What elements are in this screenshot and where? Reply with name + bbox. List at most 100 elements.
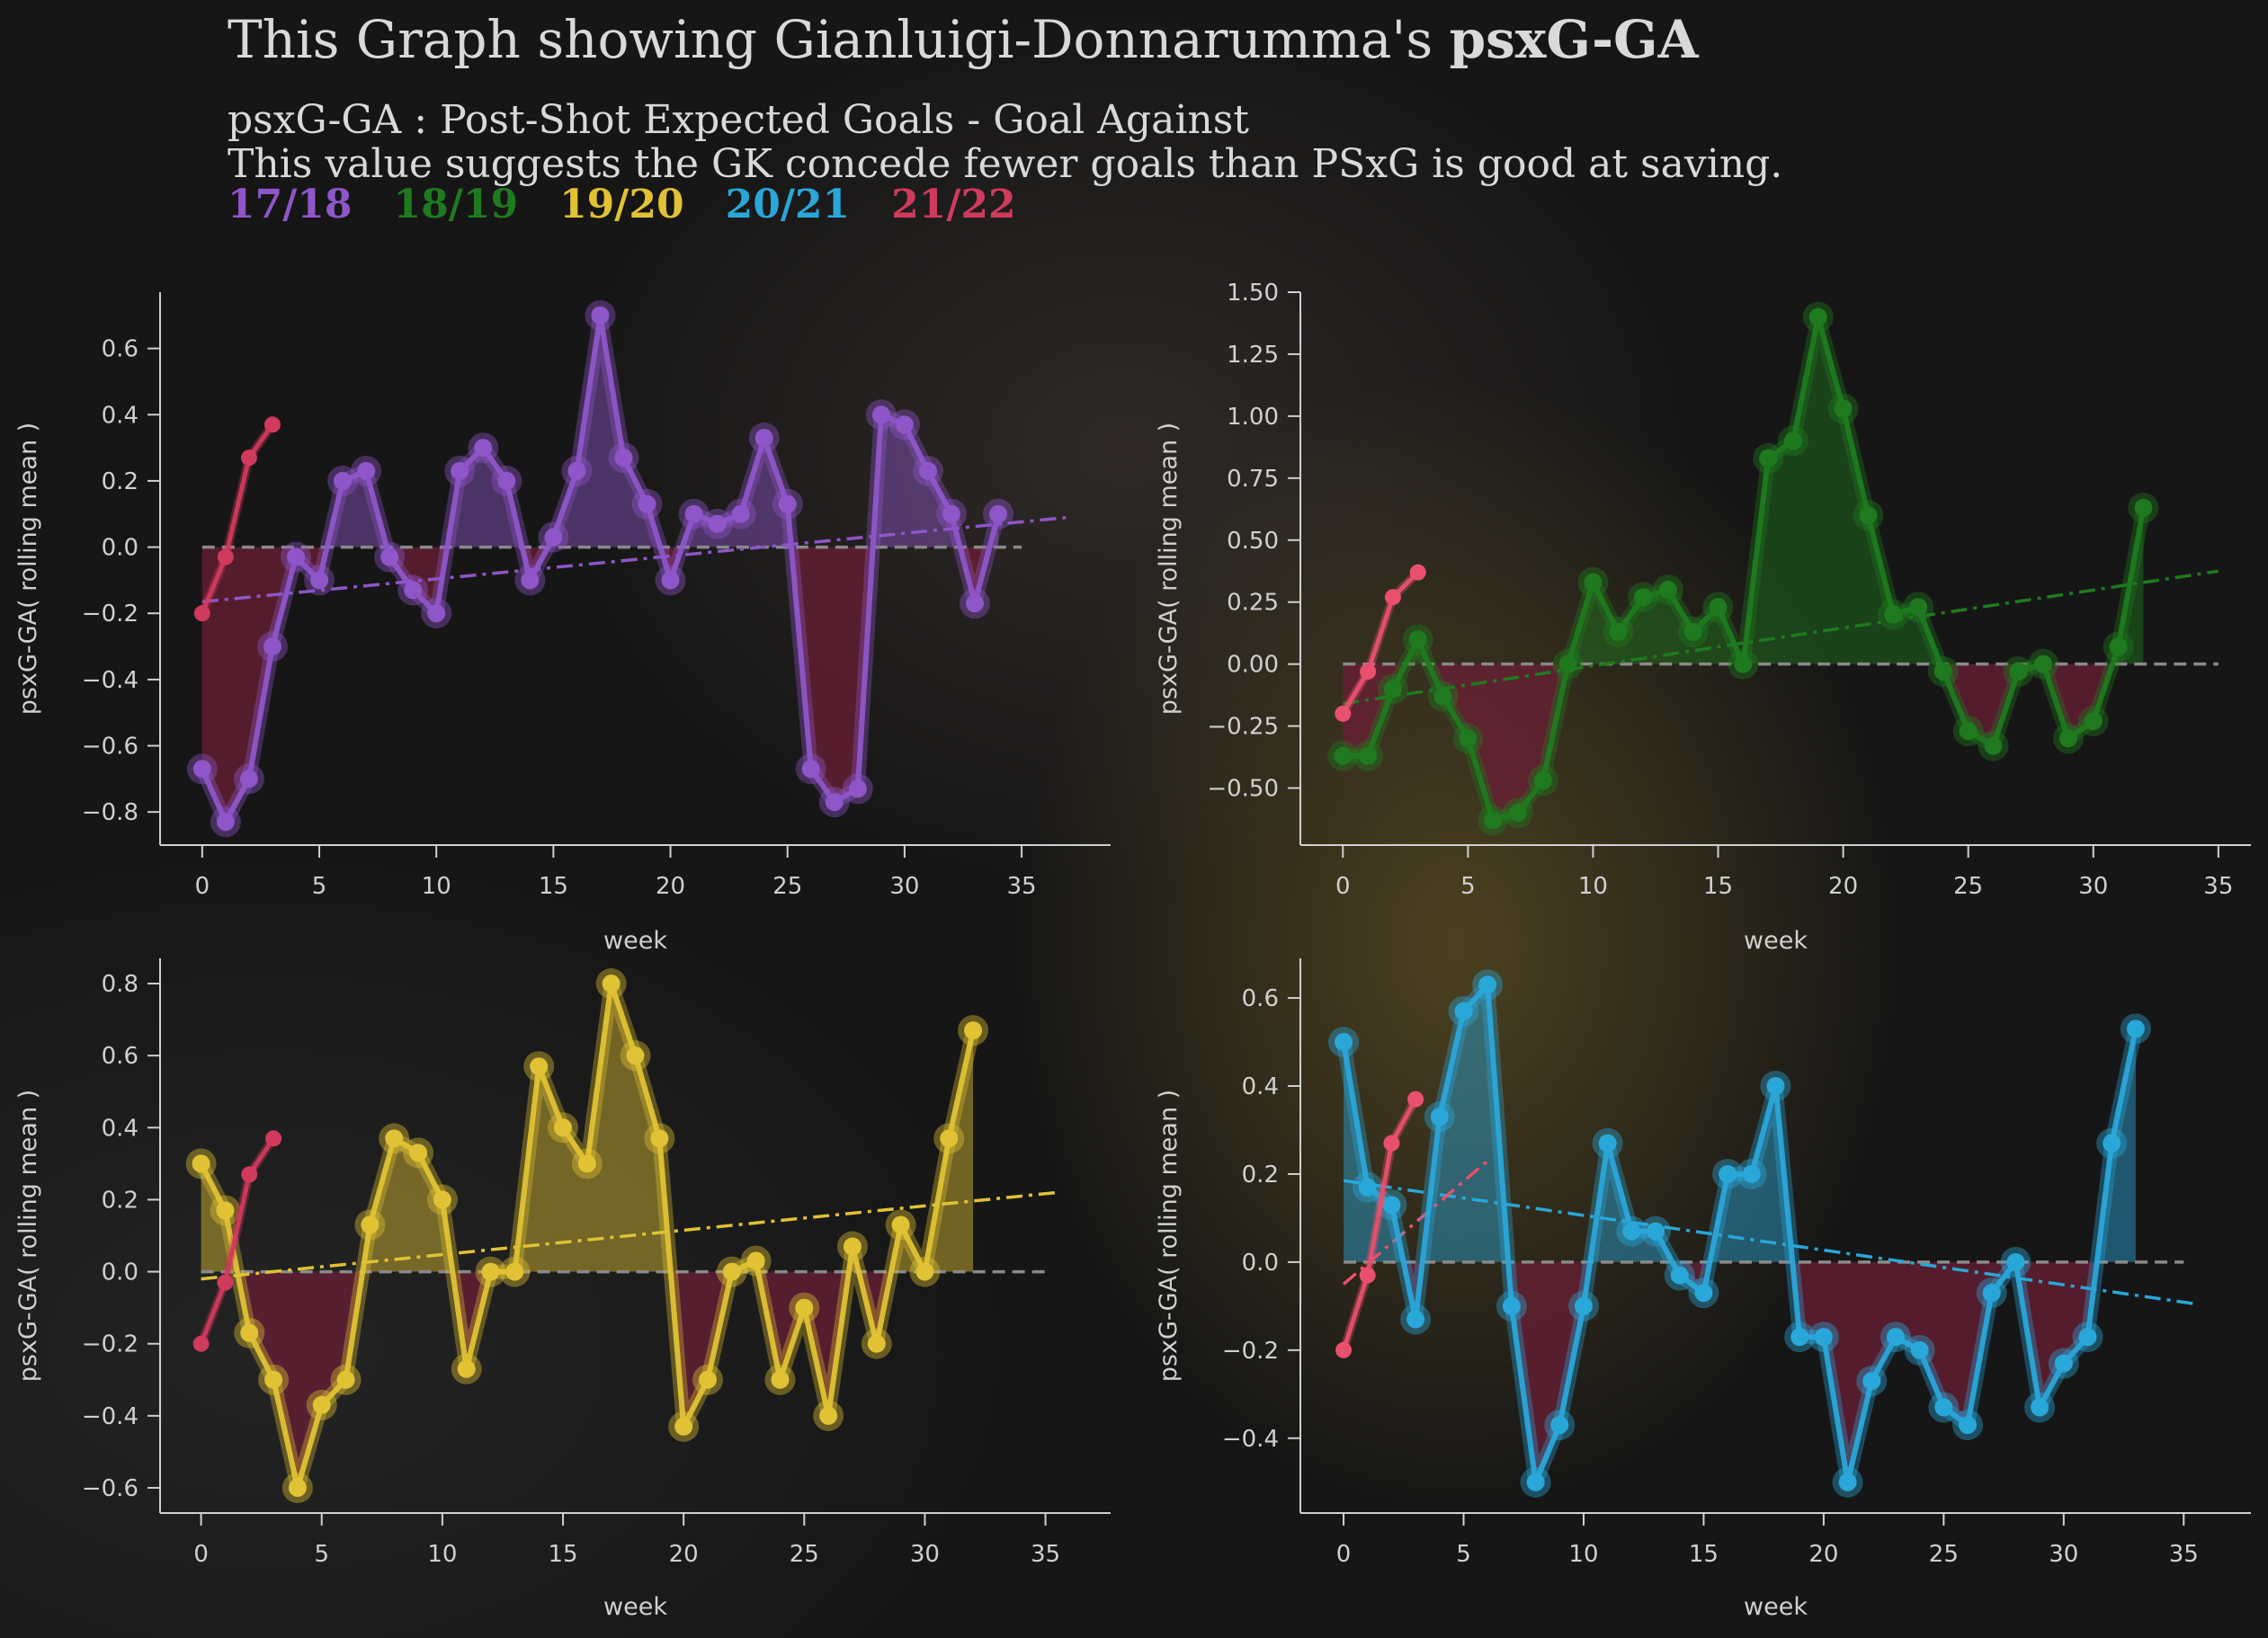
data-point [1719,1164,1737,1183]
data-point [871,405,890,424]
data-point [638,494,656,513]
data-point [1909,598,1928,617]
x-tick-label: 0 [1335,873,1351,900]
data-point [1814,1328,1833,1347]
y-tick-label: 0.0 [1242,1250,1279,1277]
data-point [1694,1284,1713,1303]
data-point [1838,1473,1857,1491]
x-tick-label: 0 [195,873,210,900]
data-point [193,605,210,622]
data-point [1409,564,1426,581]
x-tick-label: 15 [1689,1541,1719,1568]
data-point [2078,1328,2097,1347]
data-point [915,1262,934,1281]
data-point [2054,1354,2073,1373]
data-point [1959,722,1978,741]
data-point [1406,1310,1425,1329]
data-point [1360,663,1377,680]
data-point [1862,1372,1881,1391]
data-point [2031,1398,2049,1417]
x-tick-label: 10 [1568,1541,1598,1568]
y-tick-label: 0.0 [102,535,138,562]
data-point [288,1478,307,1497]
data-point [544,528,563,547]
data-point [240,1323,259,1342]
y-tick-label: −0.4 [82,1403,138,1430]
x-axis-label: week [1744,927,1808,955]
season-legend-item: 21/22 [891,182,1016,227]
data-point [217,548,234,565]
chart-title: This Graph showing Gianluigi-Donnarumma'… [228,9,1699,70]
y-tick-label: −0.2 [1222,1338,1279,1365]
y-tick-label: −0.4 [1222,1426,1279,1453]
y-tick-label: −0.6 [82,734,138,761]
data-point [334,471,353,490]
data-point [964,1021,983,1040]
data-point [241,1166,258,1183]
y-tick-label: 0.6 [102,336,138,363]
data-point [1670,1266,1689,1285]
x-tick-label: 30 [910,1541,940,1568]
y-tick-label: 0.6 [102,1043,138,1070]
y-tick-label: −0.25 [1207,714,1279,741]
data-point [577,1154,596,1173]
data-point [843,1237,862,1256]
season-legend-item: 18/19 [393,182,519,227]
y-tick-label: 0.2 [102,468,138,495]
trend-line [201,515,1069,604]
y-axis-label: psxG-GA( rolling mean ) [1155,423,1183,715]
x-tick-label: 30 [2049,1541,2078,1568]
data-point [795,1298,814,1317]
data-point [591,306,610,325]
y-tick-label: 0.0 [102,1260,138,1286]
data-point [427,604,446,623]
data-point [848,779,867,798]
data-point [650,1129,669,1148]
y-tick-label: −0.2 [82,601,138,628]
data-point [192,1335,210,1352]
data-point [755,429,773,448]
data-point [1454,1001,1473,1020]
data-point [481,1262,500,1281]
data-point [1574,1296,1593,1315]
series-line [199,1136,276,1345]
data-point [217,1274,234,1291]
data-point [1598,1134,1617,1153]
data-point [942,504,960,523]
data-point [1622,1222,1641,1241]
x-tick-label: 30 [2078,873,2108,900]
series-line [200,423,275,615]
y-tick-label: 0.8 [102,971,138,998]
x-tick-label: 35 [2169,1541,2199,1568]
x-tick-label: 15 [1703,873,1733,900]
data-point [357,461,376,480]
data-point [731,504,750,523]
data-point [1408,630,1427,649]
data-point [1982,1284,2001,1303]
data-point [567,461,586,480]
data-point [497,471,516,490]
data-point [2084,712,2103,731]
data-point [521,571,540,590]
data-point [801,760,820,779]
data-point [2126,1019,2145,1038]
x-tick-label: 35 [1031,1541,1060,1568]
data-point [1502,1296,1521,1315]
data-point [1734,654,1753,673]
data-point [1430,1108,1449,1126]
data-point [1683,622,1702,641]
data-point [264,1370,283,1389]
series-line [1341,982,2139,1485]
chart-panel-17-18: −0.8 −0.6 −0.4 −0.2 0.0 0.2 0.4 0.6 0 5 10 15 20 25 30… [14,292,1111,955]
data-point [1859,506,1878,525]
data-point [265,1130,282,1147]
x-tick-label: 0 [193,1541,209,1568]
x-tick-label: 0 [1336,1541,1352,1568]
x-tick-label: 25 [790,1541,819,1568]
y-axis-label: psxG-GA( rolling mean ) [1155,1090,1183,1382]
data-point [554,1118,573,1137]
x-tick-label: 5 [1456,1541,1471,1568]
data-point [1984,736,2003,755]
data-point [940,1129,959,1148]
data-point [380,547,399,566]
